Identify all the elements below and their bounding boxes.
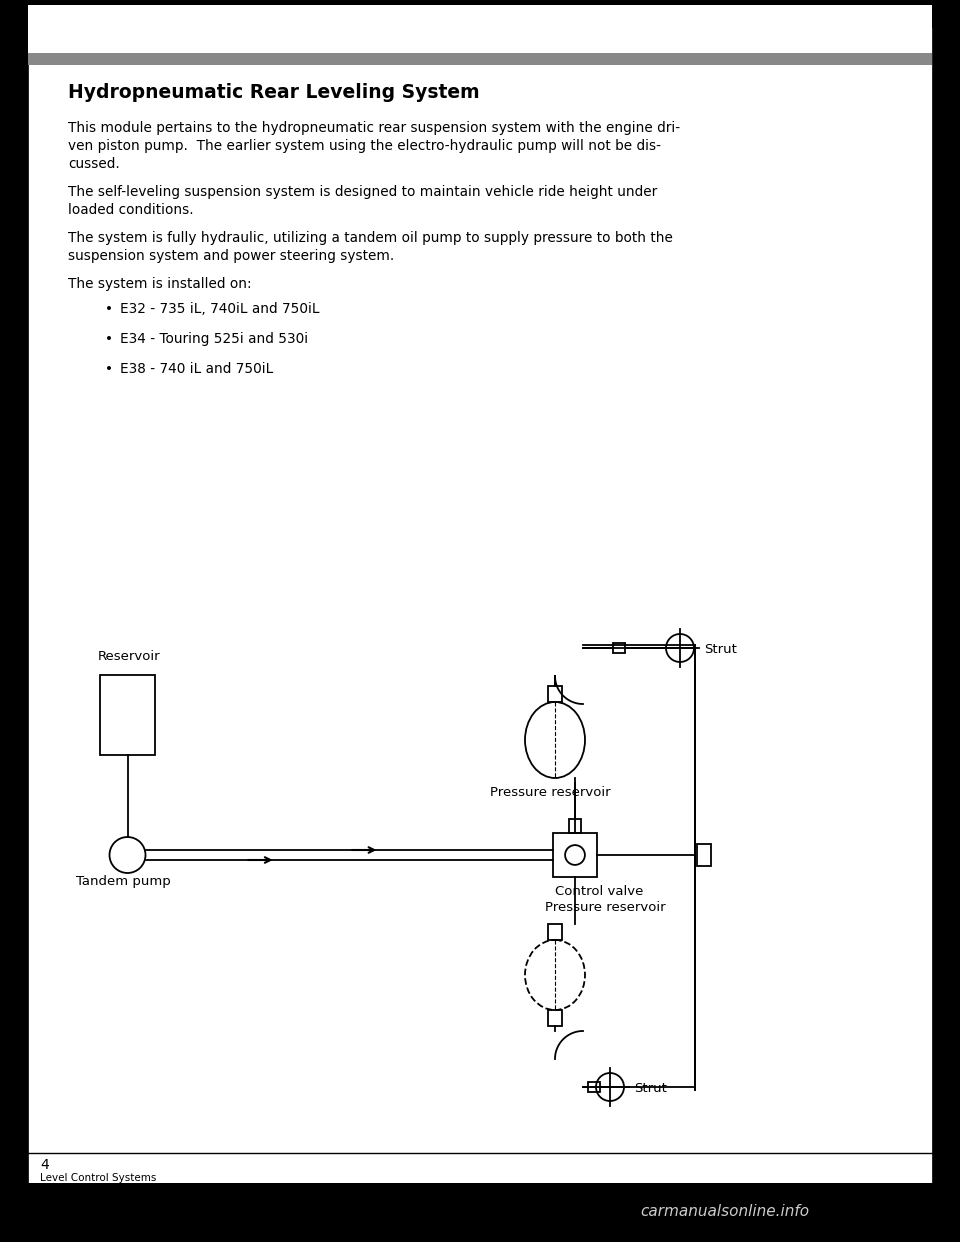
Text: Control valve: Control valve — [555, 886, 643, 898]
Text: Level Control Systems: Level Control Systems — [40, 1172, 156, 1182]
Bar — [548, 1010, 562, 1026]
Bar — [28, 5, 932, 53]
Text: suspension system and power steering system.: suspension system and power steering sys… — [68, 248, 395, 263]
Text: The self-leveling suspension system is designed to maintain vehicle ride height : The self-leveling suspension system is d… — [68, 185, 658, 199]
Bar — [548, 686, 562, 702]
Bar — [0, 1182, 960, 1242]
Bar — [0, 0, 960, 29]
Text: E32 - 735 iL, 740iL and 750iL: E32 - 735 iL, 740iL and 750iL — [120, 302, 320, 315]
Bar — [697, 845, 711, 866]
Text: •: • — [105, 302, 113, 315]
Text: Hydropneumatic Rear Leveling System: Hydropneumatic Rear Leveling System — [68, 83, 480, 102]
Text: Pressure reservoir: Pressure reservoir — [545, 900, 665, 914]
Text: This module pertains to the hydropneumatic rear suspension system with the engin: This module pertains to the hydropneumat… — [68, 120, 680, 135]
Text: E38 - 740 iL and 750iL: E38 - 740 iL and 750iL — [120, 361, 274, 376]
Text: Reservoir: Reservoir — [98, 650, 160, 663]
Text: The system is installed on:: The system is installed on: — [68, 277, 252, 291]
Bar — [28, 53, 932, 65]
Bar — [588, 1082, 600, 1092]
Text: Strut: Strut — [634, 1082, 667, 1095]
Bar — [100, 674, 155, 755]
Text: Strut: Strut — [704, 643, 737, 656]
Text: ven piston pump.  The earlier system using the electro-hydraulic pump will not b: ven piston pump. The earlier system usin… — [68, 139, 661, 153]
Text: E34 - Touring 525i and 530i: E34 - Touring 525i and 530i — [120, 332, 308, 347]
Text: carmanualsonline.info: carmanualsonline.info — [640, 1203, 809, 1218]
Text: loaded conditions.: loaded conditions. — [68, 202, 194, 217]
Text: Pressure reservoir: Pressure reservoir — [490, 786, 611, 799]
Text: cussed.: cussed. — [68, 156, 120, 171]
Bar — [548, 924, 562, 940]
Text: 4: 4 — [40, 1158, 49, 1172]
Text: •: • — [105, 361, 113, 376]
Bar — [613, 643, 625, 653]
Text: Tandem pump: Tandem pump — [76, 876, 170, 888]
Text: The system is fully hydraulic, utilizing a tandem oil pump to supply pressure to: The system is fully hydraulic, utilizing… — [68, 231, 673, 245]
Bar — [553, 833, 597, 877]
Bar — [569, 818, 581, 833]
Text: •: • — [105, 332, 113, 347]
